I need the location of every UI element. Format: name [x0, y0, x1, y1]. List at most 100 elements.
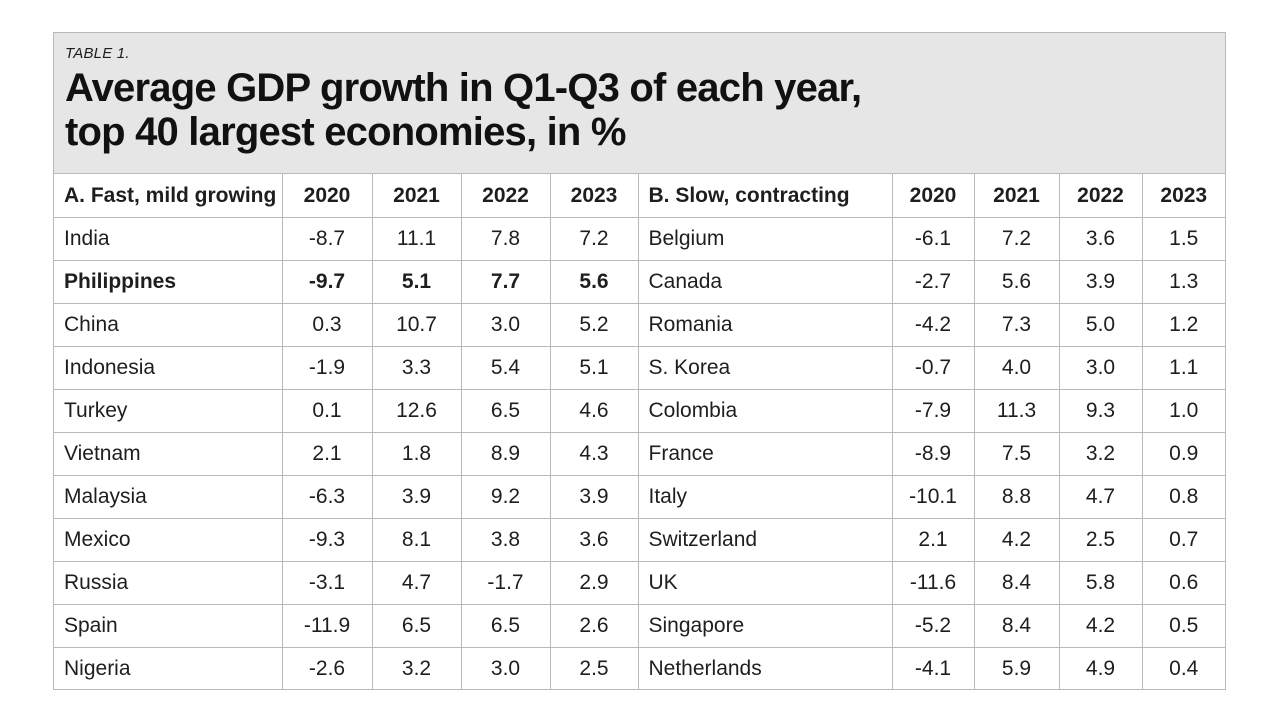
- table-row: Vietnam 2.1 1.8 8.9 4.3 France -8.9 7.5 3.2 0.9: [54, 432, 1225, 476]
- section-a-value: 9.2: [460, 475, 551, 519]
- section-b-value: 7.5: [973, 432, 1060, 476]
- section-b-country: Canada: [637, 260, 893, 304]
- section-b-value: 5.6: [973, 260, 1060, 304]
- section-b-value: -10.1: [891, 475, 975, 519]
- section-b-value: 0.7: [1141, 518, 1225, 562]
- section-a-value: 5.1: [549, 346, 639, 390]
- section-a-value: 4.6: [549, 389, 639, 433]
- section-b-value: 8.4: [973, 604, 1060, 648]
- section-b-value: 0.8: [1141, 475, 1225, 519]
- section-b-country: UK: [637, 561, 893, 605]
- table-title-line-1: Average GDP growth in Q1-Q3 of each year…: [65, 66, 862, 110]
- section-b-value: 3.6: [1058, 217, 1143, 261]
- section-a-value: 6.5: [460, 604, 551, 648]
- section-a-value: -11.9: [281, 604, 373, 648]
- section-b-year-header: 2020: [891, 174, 975, 218]
- section-a-value: 8.1: [371, 518, 462, 562]
- section-a-value: 2.6: [549, 604, 639, 648]
- section-b-value: -2.7: [891, 260, 975, 304]
- section-a-value: 3.0: [460, 647, 551, 690]
- section-a-value: 0.3: [281, 303, 373, 347]
- section-b-value: 4.2: [1058, 604, 1143, 648]
- table-title: Average GDP growth in Q1-Q3 of each year…: [65, 66, 1225, 154]
- section-b-value: 0.4: [1141, 647, 1225, 690]
- section-a-year-header: 2021: [371, 174, 462, 218]
- section-a-value: 10.7: [371, 303, 462, 347]
- section-a-value: -8.7: [281, 217, 373, 261]
- section-a-country: Vietnam: [54, 432, 283, 476]
- section-a-value: 5.4: [460, 346, 551, 390]
- section-b-value: 5.0: [1058, 303, 1143, 347]
- section-a-value: 3.2: [371, 647, 462, 690]
- table-row: China 0.3 10.7 3.0 5.2 Romania -4.2 7.3 5.0 1.2: [54, 303, 1225, 347]
- section-a-value: 6.5: [460, 389, 551, 433]
- table-row: India -8.7 11.1 7.8 7.2 Belgium -6.1 7.2 3.6 1.5: [54, 217, 1225, 261]
- section-b-country: Netherlands: [637, 647, 893, 690]
- section-b-country: Switzerland: [637, 518, 893, 562]
- gdp-table-figure: TABLE 1. Average GDP growth in Q1-Q3 of …: [53, 32, 1226, 690]
- section-a-country: Indonesia: [54, 346, 283, 390]
- section-a-country: Russia: [54, 561, 283, 605]
- section-b-value: -7.9: [891, 389, 975, 433]
- section-a-value: -2.6: [281, 647, 373, 690]
- section-a-value: 5.6: [549, 260, 639, 304]
- section-b-value: 5.8: [1058, 561, 1143, 605]
- table-title-line-2: top 40 largest economies, in %: [65, 110, 626, 154]
- table-row: Philippines -9.7 5.1 7.7 5.6 Canada -2.7 5.6 3.9…: [54, 260, 1225, 304]
- section-a-country: Philippines: [54, 260, 283, 304]
- section-b-value: 0.5: [1141, 604, 1225, 648]
- table-header-row: A. Fast, mild growing 2020 2021 2022 202…: [54, 174, 1225, 218]
- section-a-country: China: [54, 303, 283, 347]
- section-b-year-header: 2023: [1141, 174, 1225, 218]
- section-a-value: -3.1: [281, 561, 373, 605]
- section-b-value: 1.2: [1141, 303, 1225, 347]
- section-a-value: 3.8: [460, 518, 551, 562]
- section-b-year-header: 2022: [1058, 174, 1143, 218]
- section-b-value: -8.9: [891, 432, 975, 476]
- section-a-value: 5.2: [549, 303, 639, 347]
- table-row: Turkey 0.1 12.6 6.5 4.6 Colombia -7.9 11.3 9.3 1.…: [54, 389, 1225, 433]
- section-a-value: 2.1: [281, 432, 373, 476]
- section-b-country: Colombia: [637, 389, 893, 433]
- section-a-value: -9.7: [281, 260, 373, 304]
- section-b-value: 2.5: [1058, 518, 1143, 562]
- section-b-value: 9.3: [1058, 389, 1143, 433]
- section-a-value: 6.5: [371, 604, 462, 648]
- section-b-value: 0.6: [1141, 561, 1225, 605]
- section-b-value: -6.1: [891, 217, 975, 261]
- section-b-value: 5.9: [973, 647, 1060, 690]
- section-a-value: -6.3: [281, 475, 373, 519]
- section-a-value: -1.7: [460, 561, 551, 605]
- section-a-value: 4.3: [549, 432, 639, 476]
- table-row: Spain -11.9 6.5 6.5 2.6 Singapore -5.2 8.4 4.2 0.…: [54, 604, 1225, 648]
- section-a-year-header: 2023: [549, 174, 639, 218]
- section-a-value: 7.8: [460, 217, 551, 261]
- section-b-value: 11.3: [973, 389, 1060, 433]
- section-b-country: Romania: [637, 303, 893, 347]
- section-b-value: 1.3: [1141, 260, 1225, 304]
- section-b-value: -5.2: [891, 604, 975, 648]
- section-b-value: 4.9: [1058, 647, 1143, 690]
- table-row: Malaysia -6.3 3.9 9.2 3.9 Italy -10.1 8.8 4.7 0.8: [54, 475, 1225, 519]
- section-b-heading: B. Slow, contracting: [637, 174, 893, 218]
- section-b-value: -11.6: [891, 561, 975, 605]
- section-a-value: 2.5: [549, 647, 639, 690]
- section-a-year-header: 2020: [281, 174, 373, 218]
- section-b-value: 1.5: [1141, 217, 1225, 261]
- section-a-heading: A. Fast, mild growing: [54, 174, 283, 218]
- section-b-value: 4.7: [1058, 475, 1143, 519]
- section-a-country: Nigeria: [54, 647, 283, 690]
- section-b-value: 7.2: [973, 217, 1060, 261]
- section-a-value: 0.1: [281, 389, 373, 433]
- section-b-country: France: [637, 432, 893, 476]
- section-b-country: Singapore: [637, 604, 893, 648]
- section-b-value: 8.8: [973, 475, 1060, 519]
- table-row: Indonesia -1.9 3.3 5.4 5.1 S. Korea -0.7 4.0 3.0…: [54, 346, 1225, 390]
- section-a-value: 3.6: [549, 518, 639, 562]
- section-a-value: -1.9: [281, 346, 373, 390]
- section-a-value: 4.7: [371, 561, 462, 605]
- table-row: Nigeria -2.6 3.2 3.0 2.5 Netherlands -4.1 5.9 4.…: [54, 647, 1225, 690]
- section-a-country: Spain: [54, 604, 283, 648]
- table-body: India -8.7 11.1 7.8 7.2 Belgium -6.1 7.2 3.6 1.5 P…: [54, 217, 1225, 690]
- section-a-value: -9.3: [281, 518, 373, 562]
